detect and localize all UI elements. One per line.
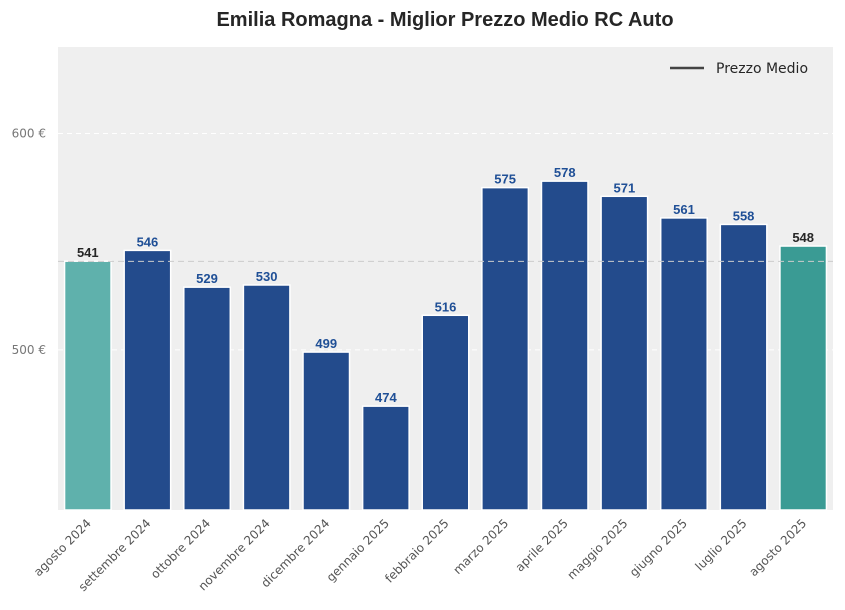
data-label: 561 [673,202,695,217]
bar [540,180,589,511]
x-tick-label: febbraio 2025 [382,516,451,585]
bar [242,284,291,511]
legend: Prezzo Medio [670,61,808,77]
data-label: 575 [494,172,516,187]
x-tick-label: aprile 2025 [513,516,571,574]
data-label: 530 [256,269,278,284]
bars [63,180,828,511]
chart-title: Emilia Romagna - Miglior Prezzo Medio RC… [216,9,673,31]
data-label: 516 [435,299,457,314]
data-label: 499 [315,336,337,351]
data-label: 546 [137,234,159,249]
data-label: 529 [196,271,218,286]
x-tick-label: agosto 2025 [746,516,809,579]
x-tick-label: luglio 2025 [692,516,749,573]
data-label: 548 [792,230,814,245]
legend-label: Prezzo Medio [716,61,808,77]
bar [659,217,708,511]
y-tick-label: 500 € [12,343,46,357]
x-tick-label: agosto 2024 [31,516,94,579]
bar [63,260,112,511]
x-tick-label: marzo 2025 [450,516,511,577]
bar [183,286,232,511]
data-labels: 541 546 529 530 499 474 516 575 578 571 561 558 548 [77,165,814,405]
y-tick-label: 600 € [12,127,46,141]
x-tick-label: ottobre 2024 [148,516,213,581]
x-tick-label: maggio 2025 [564,516,630,582]
bar [361,405,410,511]
bar [302,351,351,511]
bar [421,314,470,511]
data-label: 541 [77,245,99,260]
data-label: 558 [733,208,755,223]
data-label: 578 [554,165,576,180]
y-axis-ticks: 500 € 600 € [12,127,46,357]
bar [779,245,828,511]
data-label: 571 [613,180,635,195]
x-tick-label: giugno 2025 [627,516,690,579]
bar [600,195,649,511]
bar [123,249,172,511]
bar [481,186,530,511]
data-label: 474 [375,390,397,405]
bar [719,223,768,511]
x-tick-label: gennaio 2025 [324,516,392,584]
